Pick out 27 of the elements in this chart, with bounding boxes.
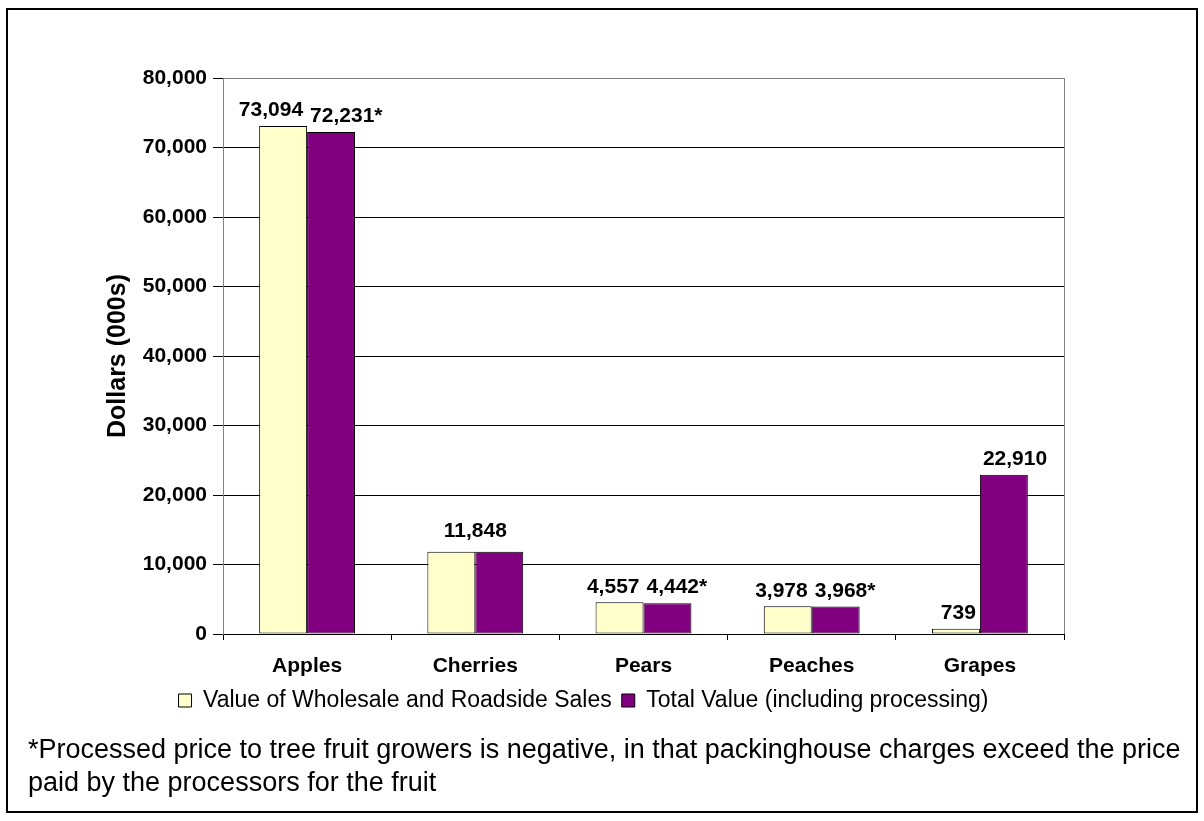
y-tick-label: 40,000 [142, 342, 207, 366]
data-label: 22,910 [982, 446, 1048, 470]
x-tick-label: Pears [614, 653, 673, 677]
x-tick-label: Cherries [432, 653, 518, 677]
x-tick-label: Grapes [943, 653, 1017, 677]
y-tick-label: 20,000 [142, 481, 207, 505]
x-tick-label: Apples [272, 653, 343, 677]
legend-label: Value of Wholesale and Roadside Sales [203, 685, 612, 712]
data-label: 72,231* [310, 103, 384, 127]
legend-label: Total Value (including processing) [646, 685, 989, 712]
data-label: 4,442* [646, 574, 709, 598]
y-tick-label: 0 [195, 620, 207, 644]
y-axis-title: Dollars (000s) [101, 274, 130, 438]
data-label: 73,094 [238, 97, 304, 121]
y-tick-label: 30,000 [142, 412, 207, 436]
data-label: 4,557 [586, 573, 640, 597]
annotation: 11,848 [443, 517, 508, 541]
data-label: 739 [940, 600, 976, 624]
data-label: 3,968* [814, 577, 877, 601]
y-tick-label: 70,000 [142, 134, 207, 158]
data-label: 3,978 [755, 577, 809, 601]
y-tick-label: 60,000 [142, 203, 207, 227]
y-tick-label: 10,000 [142, 551, 207, 575]
x-tick-label: Peaches [769, 653, 855, 677]
text: *Processed price to tree fruit growers is negative, in that packinghouse charges exceed the price paid by the processors for the fruit [28, 733, 1182, 799]
y-tick-label: 80,000 [142, 64, 207, 88]
y-tick-label: 50,000 [142, 273, 207, 297]
